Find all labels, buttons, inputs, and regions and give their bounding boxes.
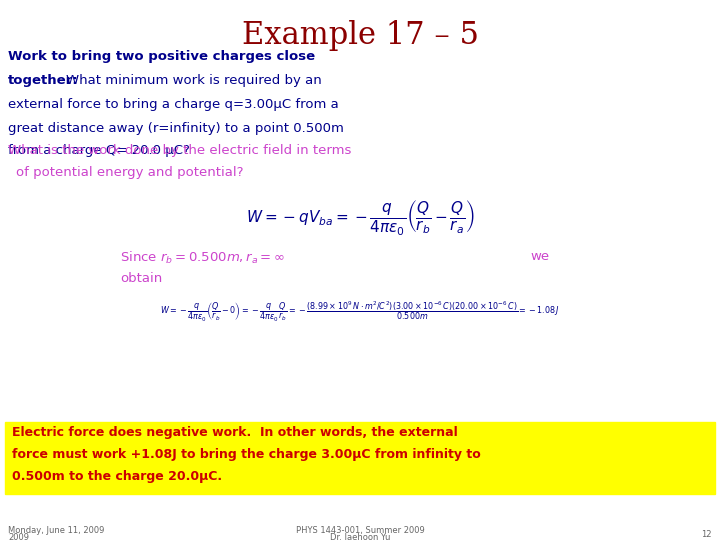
FancyBboxPatch shape xyxy=(5,422,715,494)
Text: Monday, June 11, 2009: Monday, June 11, 2009 xyxy=(8,526,104,535)
Text: Since $r_b = 0.500m, r_a = \infty$: Since $r_b = 0.500m, r_a = \infty$ xyxy=(120,250,285,266)
Text: from a charge Q= 20.0 μC?: from a charge Q= 20.0 μC? xyxy=(8,144,190,157)
Text: Dr. Jaehoon Yu: Dr. Jaehoon Yu xyxy=(330,533,390,540)
Text: force must work +1.08J to bring the charge 3.00μC from infinity to: force must work +1.08J to bring the char… xyxy=(12,448,481,461)
Text: Electric force does negative work.  In other words, the external: Electric force does negative work. In ot… xyxy=(12,426,458,439)
Text: 12: 12 xyxy=(701,530,712,539)
Text: together:: together: xyxy=(8,74,78,87)
Text: external force to bring a charge q=3.00μC from a: external force to bring a charge q=3.00μ… xyxy=(8,98,338,111)
Text: we: we xyxy=(530,250,549,263)
Text: What is the work done by the electric field in terms: What is the work done by the electric fi… xyxy=(8,144,351,157)
Text: $W = -qV_{ba} =-\dfrac{q}{4\pi\varepsilon_0}\left(\dfrac{Q}{r_b} - \dfrac{Q}{r_a: $W = -qV_{ba} =-\dfrac{q}{4\pi\varepsilo… xyxy=(246,198,474,237)
Text: great distance away (r=infinity) to a point 0.500m: great distance away (r=infinity) to a po… xyxy=(8,122,344,135)
Text: 2009: 2009 xyxy=(8,533,29,540)
Text: of potential energy and potential?: of potential energy and potential? xyxy=(16,166,243,179)
Text: $W = -\dfrac{q}{4\pi\varepsilon_0}\left(\dfrac{Q}{r_b} - 0\right) = -\dfrac{q}{4: $W = -\dfrac{q}{4\pi\varepsilon_0}\left(… xyxy=(160,300,560,325)
Text: obtain: obtain xyxy=(120,272,162,285)
Text: PHYS 1443-001, Summer 2009: PHYS 1443-001, Summer 2009 xyxy=(296,526,424,535)
Text: Example 17 – 5: Example 17 – 5 xyxy=(241,20,479,51)
Text: 0.500m to the charge 20.0μC.: 0.500m to the charge 20.0μC. xyxy=(12,470,222,483)
Text: What minimum work is required by an: What minimum work is required by an xyxy=(66,74,322,87)
Text: Work to bring two positive charges close: Work to bring two positive charges close xyxy=(8,50,315,63)
